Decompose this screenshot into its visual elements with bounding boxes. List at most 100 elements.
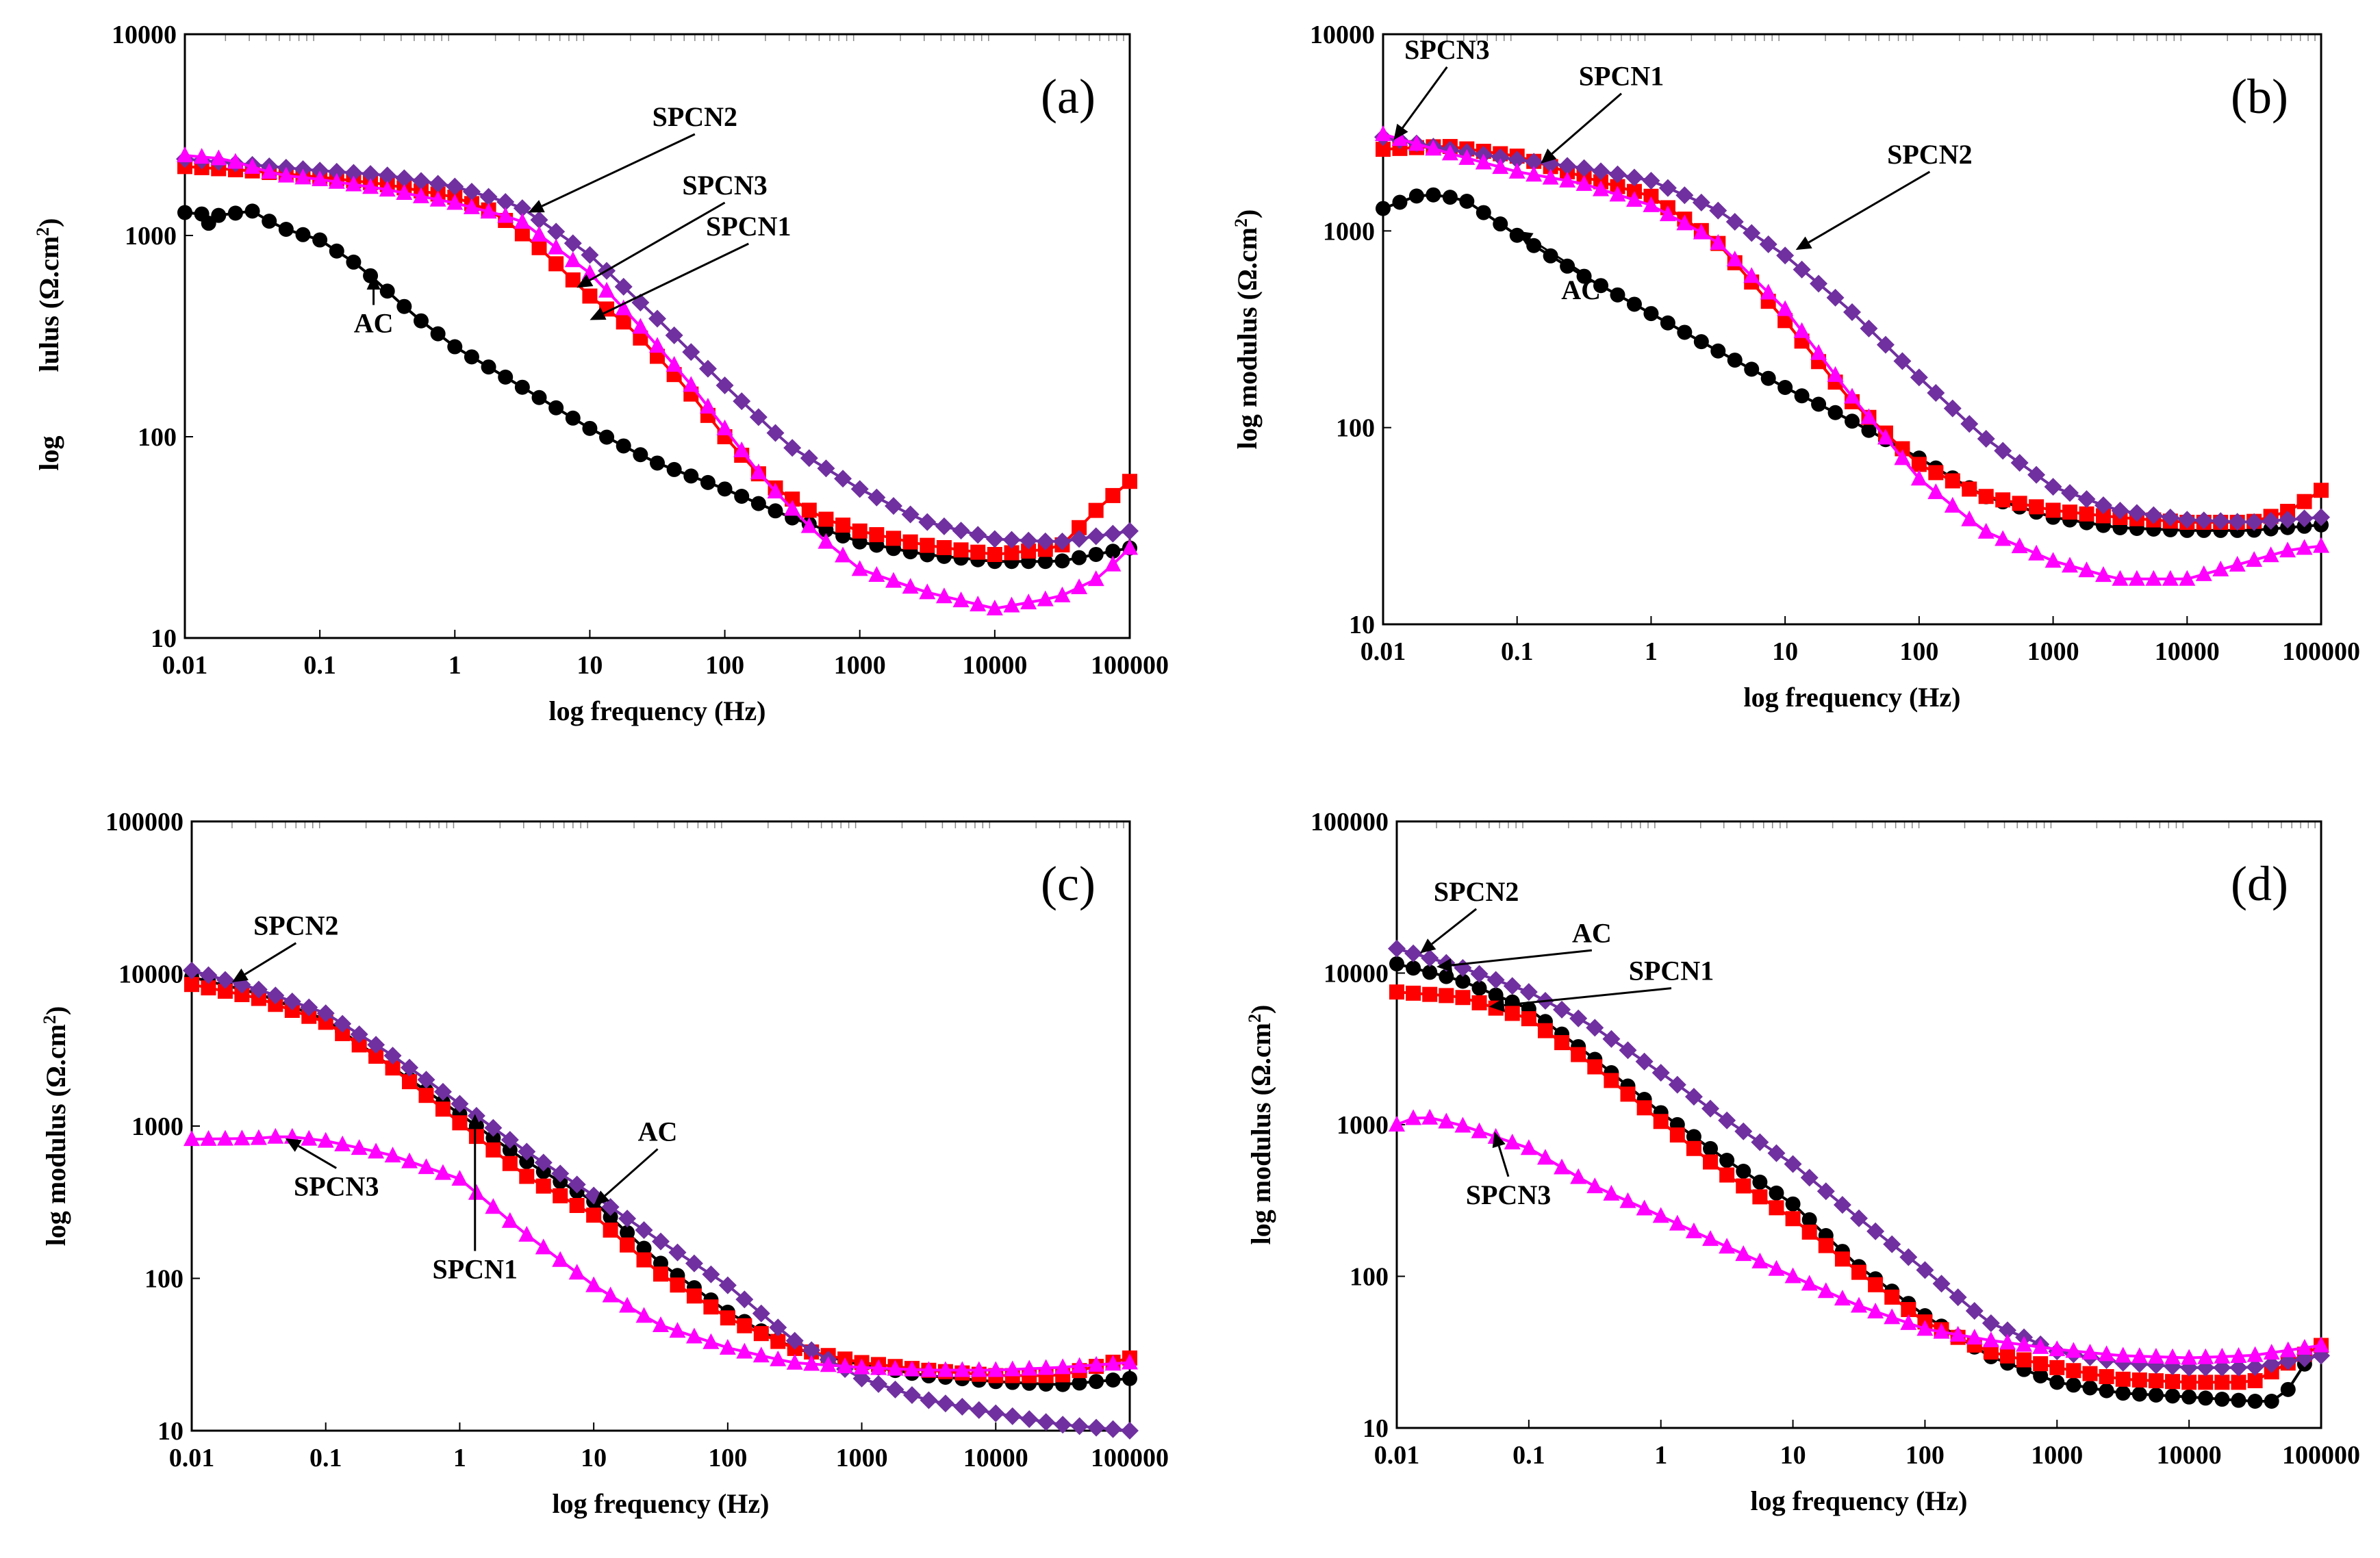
annotation-arrow-head [594,1190,610,1206]
data-point-ac [633,447,648,463]
data-point-spcn3 [312,170,329,187]
series-spcn3 [183,1127,1138,1377]
data-point-spcn2 [1508,151,1526,169]
data-point-spcn1 [720,1310,735,1326]
data-point-spcn2 [518,1142,536,1161]
data-point-spcn3 [2128,570,2145,586]
data-point-spcn3 [1037,1359,1054,1375]
data-point-spcn1 [2029,499,2044,515]
data-point-spcn3 [2131,1347,2148,1364]
data-point-spcn3 [1643,196,1660,212]
data-point-spcn1 [1643,188,1659,204]
data-point-spcn2 [1104,1420,1122,1438]
data-point-spcn3 [851,560,868,576]
data-point-spcn1 [548,256,564,272]
data-point-spcn1 [502,1155,518,1171]
panel-label: (c) [1041,856,1096,911]
data-point-spcn1 [953,542,969,558]
data-point-spcn1 [2045,502,2061,518]
data-point-spcn2 [467,1107,485,1125]
data-point-spcn3 [1827,366,1844,382]
data-point-spcn1 [753,1326,769,1342]
data-point-spcn1 [2148,1373,2164,1389]
data-point-spcn3 [1586,1177,1604,1194]
panel-label: (b) [2231,69,2288,124]
data-point-ac [1643,306,1659,322]
data-point-spcn3 [952,591,970,608]
data-point-spcn1 [1983,1344,1999,1360]
data-point-spcn1 [886,531,901,546]
data-point-spcn1 [2049,1359,2065,1375]
data-point-spcn1 [2314,483,2329,498]
data-point-ac [1861,422,1877,438]
data-point-spcn3 [2313,537,2329,553]
data-point-ac [2082,1380,2098,1396]
data-point-spcn2 [1998,1321,2016,1340]
data-point-spcn3 [1726,251,1743,267]
data-point-ac [498,369,514,385]
data-point-spcn3 [518,1225,535,1242]
annotation-arrow-head [1517,231,1534,245]
data-point-ac [1455,973,1471,989]
data-point-spcn1 [1868,1277,1884,1292]
x-tick-label: 0.01 [1374,1441,1420,1470]
annotation-arrow-head [366,274,381,290]
data-point-spcn3 [1894,449,1911,465]
data-point-ac [1493,216,1508,232]
data-point-spcn2 [1866,1222,1885,1240]
data-point-spcn2 [1525,153,1543,171]
data-point-ac [502,1142,518,1158]
data-point-spcn1 [936,539,952,555]
data-point-spcn1 [920,537,935,553]
data-point-spcn1 [335,1025,351,1041]
data-point-spcn3 [1966,1329,1983,1345]
data-point-spcn2 [1658,179,1677,197]
data-point-spcn2 [1404,944,1423,962]
data-point-spcn2 [429,175,447,193]
data-point-spcn2 [885,497,902,515]
data-point-spcn1 [1537,1023,1553,1038]
data-point-spcn2 [1718,1111,1736,1129]
data-point-spcn2 [1388,939,1406,958]
annotation-arrow-head [1393,123,1408,140]
data-point-spcn2 [1893,352,1912,370]
data-point-spcn2 [783,439,802,457]
data-point-spcn1 [2231,1375,2246,1390]
data-point-ac [1660,315,1675,331]
data-point-spcn1 [514,226,530,242]
data-point-spcn2 [1642,171,1660,190]
data-point-spcn2 [1751,1133,1769,1151]
data-point-spcn1 [318,1014,333,1030]
data-point-spcn1 [1389,984,1404,1000]
x-axis-label: log frequency (Hz) [1744,682,1961,713]
data-point-ac [1439,969,1454,984]
data-point-spcn1 [284,1002,300,1018]
data-point-spcn2 [749,408,768,426]
data-point-spcn1 [2016,1352,2032,1368]
data-point-spcn2 [2161,508,2179,526]
data-point-spcn1 [1752,1189,1768,1205]
x-tick-label: 100 [708,1444,747,1472]
data-point-ac [582,420,598,436]
x-tick-label: 0.1 [1512,1441,1545,1470]
data-point-spcn2 [1734,1122,1753,1140]
data-point-spcn2 [1927,383,1945,402]
data-point-ac [262,214,277,229]
data-point-spcn1 [569,1198,585,1214]
x-tick-label: 10000 [2157,1441,2222,1470]
data-point-spcn2 [2262,511,2280,530]
annotation-label: SPCN1 [433,1254,518,1285]
data-point-spcn3 [1122,1353,1138,1370]
data-point-spcn3 [501,1212,518,1228]
data-point-ac [1426,187,1441,203]
data-point-spcn2 [802,1341,821,1359]
annotation-label: SPCN2 [1434,876,1519,907]
data-point-spcn2 [451,1095,469,1113]
data-point-spcn2 [1003,1407,1022,1425]
data-point-spcn1 [1995,492,2011,508]
data-point-spcn1 [1703,1154,1719,1170]
annotation-arrow-shaft [604,1148,659,1197]
data-point-spcn2 [1619,1041,1637,1060]
data-point-spcn3 [1609,186,1626,202]
